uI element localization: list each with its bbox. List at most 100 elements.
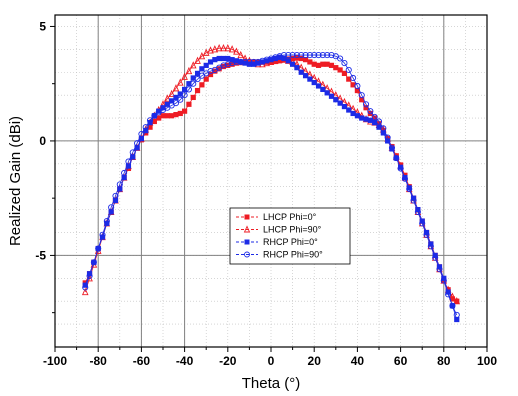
data-point <box>354 87 360 94</box>
x-tick-label: 0 <box>268 354 275 368</box>
data-point <box>341 70 348 76</box>
data-point <box>103 218 110 225</box>
legend-marker <box>244 239 250 245</box>
data-point <box>406 185 413 193</box>
data-point <box>190 94 196 101</box>
data-point <box>264 58 270 64</box>
data-point <box>328 52 335 59</box>
data-point <box>216 55 222 62</box>
data-point <box>298 69 304 75</box>
data-point <box>168 89 175 98</box>
data-point <box>440 277 447 284</box>
data-point <box>385 138 391 144</box>
data-point <box>177 91 183 97</box>
data-point <box>307 59 313 65</box>
legend-marker <box>244 214 250 220</box>
data-point <box>86 272 93 280</box>
data-point <box>151 112 158 119</box>
data-point <box>142 124 149 131</box>
data-point <box>280 52 288 59</box>
data-point <box>388 144 396 151</box>
data-point <box>341 103 348 110</box>
data-point <box>372 120 378 126</box>
data-point <box>380 130 386 136</box>
y-axis-title: Realized Gain (dBi) <box>7 116 24 246</box>
data-point <box>259 59 265 65</box>
data-point <box>389 146 395 152</box>
data-point <box>202 48 210 56</box>
data-point <box>333 97 339 103</box>
data-point <box>375 118 383 125</box>
data-point <box>285 58 291 64</box>
data-point <box>225 55 231 62</box>
data-point <box>194 70 201 76</box>
data-point <box>272 54 279 61</box>
data-point <box>358 92 365 99</box>
data-point <box>164 113 170 119</box>
data-point <box>164 101 170 107</box>
legend-label: LHCP Phi=90° <box>263 225 322 235</box>
data-point <box>242 60 248 66</box>
data-point <box>259 57 266 64</box>
data-point <box>190 75 196 81</box>
data-point <box>211 45 219 53</box>
data-point <box>354 82 361 90</box>
data-point <box>134 140 141 147</box>
data-point <box>302 57 309 63</box>
data-point <box>207 68 214 75</box>
data-point <box>419 220 426 227</box>
data-point <box>350 110 356 117</box>
legend-marker <box>243 225 251 233</box>
x-tick-label: -20 <box>219 354 237 368</box>
data-point <box>207 59 214 65</box>
legend-box <box>229 207 351 265</box>
data-point <box>108 204 115 211</box>
data-point <box>215 44 223 52</box>
data-point <box>263 56 270 63</box>
data-point <box>290 61 296 67</box>
x-tick-label: 80 <box>437 354 451 368</box>
data-point <box>272 55 278 62</box>
data-point <box>315 83 322 89</box>
data-point <box>398 164 404 170</box>
data-point <box>233 58 240 64</box>
data-point <box>324 52 331 59</box>
data-point <box>160 113 166 119</box>
x-tick-label: -100 <box>43 354 67 368</box>
data-point <box>302 73 309 79</box>
data-point <box>220 55 227 62</box>
data-point <box>410 197 417 204</box>
data-point <box>315 62 322 68</box>
data-point <box>95 245 102 252</box>
data-point <box>281 55 287 62</box>
data-point <box>320 86 326 93</box>
data-point <box>129 149 136 156</box>
data-point <box>233 58 240 65</box>
data-point <box>182 108 188 114</box>
data-point <box>276 53 283 60</box>
data-point <box>181 92 188 99</box>
data-point <box>185 66 193 75</box>
data-point <box>246 58 253 65</box>
data-point <box>186 101 192 107</box>
x-tick-label: 100 <box>477 354 497 368</box>
data-point <box>272 58 278 65</box>
data-point <box>99 231 106 238</box>
data-point <box>254 58 262 65</box>
data-point <box>186 81 192 87</box>
data-point <box>445 291 452 298</box>
data-point <box>363 116 369 122</box>
data-point <box>146 117 154 124</box>
data-point <box>176 78 184 86</box>
data-point <box>337 67 343 73</box>
data-point <box>134 145 140 151</box>
data-point <box>302 52 309 59</box>
data-point <box>81 287 89 296</box>
data-point <box>125 163 132 169</box>
data-point <box>341 60 348 67</box>
data-point <box>116 181 123 188</box>
data-point <box>268 57 274 63</box>
data-point <box>423 231 430 238</box>
data-point <box>397 165 404 172</box>
data-point <box>372 115 378 121</box>
